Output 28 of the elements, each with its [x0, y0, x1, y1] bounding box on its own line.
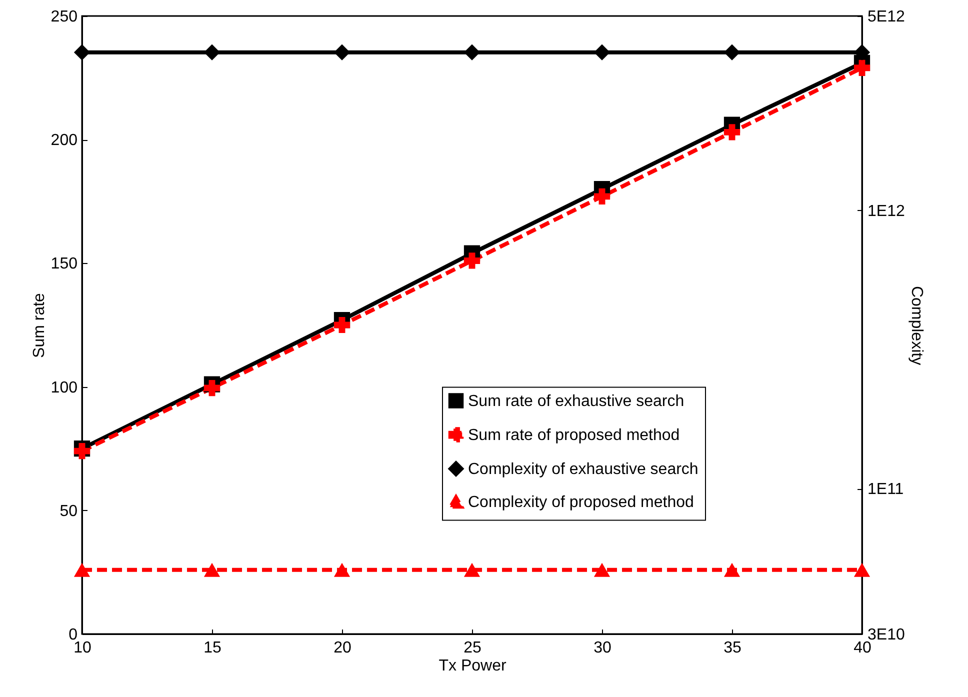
x-tick-label: 10 — [74, 640, 92, 656]
point — [334, 316, 350, 334]
x-tick-label: 20 — [334, 640, 352, 656]
x-tick-label: 25 — [464, 640, 482, 656]
x-tick-label: 40 — [854, 640, 872, 656]
x-tick-label: 15 — [204, 640, 222, 656]
y-tick-label: 150 — [50, 256, 78, 273]
y2-axis-title: Complexity — [908, 286, 925, 366]
point — [594, 188, 610, 205]
x-tick-label: 35 — [724, 640, 742, 656]
y-tick-label: 250 — [50, 8, 78, 26]
legend-label: Complexity of exhaustive search — [468, 460, 698, 478]
point — [854, 60, 870, 76]
y2-tick-label: 5E12 — [868, 8, 905, 26]
y-tick-label: 200 — [50, 132, 78, 150]
legend-label: Sum rate of proposed method — [468, 426, 680, 444]
y-tick-label: 50 — [60, 502, 78, 520]
y-axis-title: Sum rate — [30, 292, 48, 358]
point — [724, 124, 740, 140]
point — [204, 380, 220, 396]
legend-label: Sum rate of exhaustive search — [468, 392, 684, 410]
x-tick-label: 30 — [594, 640, 612, 656]
x-axis-title: Tx Power — [438, 658, 507, 674]
y2-tick-label: 1E11 — [868, 481, 904, 498]
y2-tick-label: 1E12 — [868, 202, 905, 220]
point — [464, 252, 480, 269]
y-tick-label: 100 — [50, 379, 78, 396]
legend-label: Complexity of proposed method — [468, 494, 694, 511]
